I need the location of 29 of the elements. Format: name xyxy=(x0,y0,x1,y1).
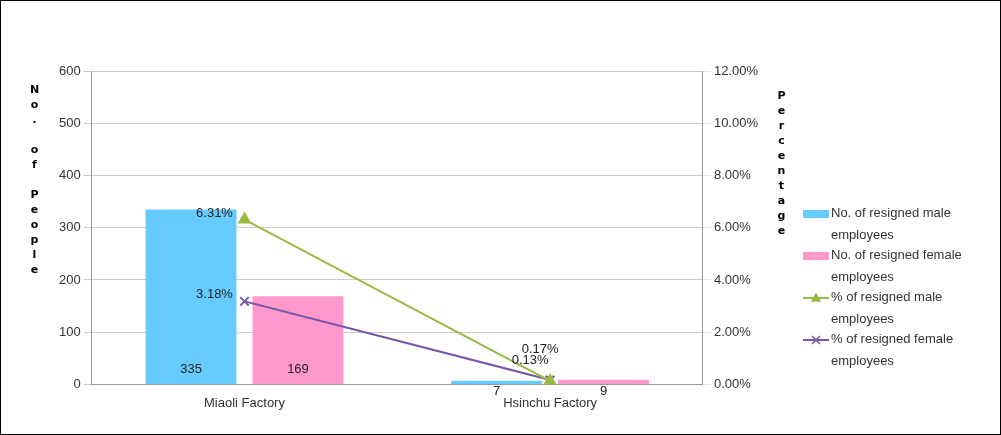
legend-label: % of resigned male employees xyxy=(831,288,944,328)
y2-tick-label: 12.00% xyxy=(713,62,759,78)
y2-tick-label: 4.00% xyxy=(713,271,752,287)
y-tick-label: 0 xyxy=(73,375,81,391)
legend-label: No. of resigned male employees xyxy=(831,204,952,244)
y-axis-title: No. of People xyxy=(28,83,41,278)
data-label: 7 xyxy=(493,383,501,399)
data-label: 6.31% xyxy=(196,204,234,220)
y-tick-label: 500 xyxy=(58,114,81,130)
y-tick-label: 400 xyxy=(58,167,81,183)
y2-tick-label: 2.00% xyxy=(713,323,752,339)
data-label: 9 xyxy=(599,383,608,399)
y2-tick-label: 0.00% xyxy=(713,375,752,391)
legend-label: No. of resigned female employees xyxy=(831,246,963,286)
y-tick-label: 200 xyxy=(58,271,81,287)
y-tick-label: 300 xyxy=(58,219,81,235)
y-tick-label: 100 xyxy=(58,323,81,339)
y2-tick-label: 10.00% xyxy=(713,114,759,130)
y-tick-label: 600 xyxy=(58,62,81,78)
legend-label: % of resigned female employees xyxy=(831,330,955,370)
y2-axis-title: Percentage xyxy=(775,89,788,239)
x-tick-label: Hsinchu Factory xyxy=(503,394,598,410)
x-tick-label: Miaoli Factory xyxy=(204,394,286,410)
data-label: 335 xyxy=(180,361,202,377)
data-label: 0.13% xyxy=(511,352,549,368)
y2-tick-label: 6.00% xyxy=(713,219,752,235)
y2-tick-label: 8.00% xyxy=(713,167,752,183)
data-label: 3.18% xyxy=(196,286,234,302)
data-label: 169 xyxy=(287,361,309,377)
